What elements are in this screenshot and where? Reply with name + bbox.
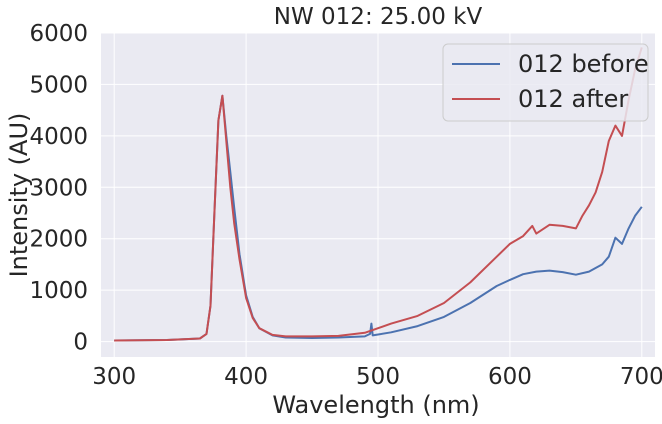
x-axis-label: Wavelength (nm)	[272, 391, 479, 419]
y-tick-label: 1000	[29, 278, 88, 304]
legend-label-012-after: 012 after	[518, 85, 628, 113]
x-tick-labels: 300 400 500 600 700	[92, 364, 662, 390]
y-tick-label: 5000	[29, 72, 88, 98]
y-axis-label: Intensity (AU)	[5, 113, 33, 278]
x-tick-label: 400	[224, 364, 268, 390]
y-tick-label: 2000	[29, 227, 88, 253]
y-tick-label: 0	[73, 330, 88, 356]
legend-label-012-before: 012 before	[518, 50, 649, 78]
x-tick-label: 500	[356, 364, 400, 390]
series-group	[114, 47, 643, 342]
y-tick-labels: 0 1000 2000 3000 4000 5000 6000	[29, 21, 88, 356]
chart-title: NW 012: 25.00 kV	[274, 4, 483, 30]
y-tick-label: 4000	[29, 124, 88, 150]
x-tick-label: 600	[488, 364, 532, 390]
series-line-012-after	[114, 47, 643, 342]
y-tick-label: 3000	[29, 175, 88, 201]
legend: 012 before 012 after	[442, 43, 649, 122]
x-tick-label: 700	[620, 364, 662, 390]
x-tick-label: 300	[92, 364, 136, 390]
y-tick-label: 6000	[29, 21, 88, 47]
